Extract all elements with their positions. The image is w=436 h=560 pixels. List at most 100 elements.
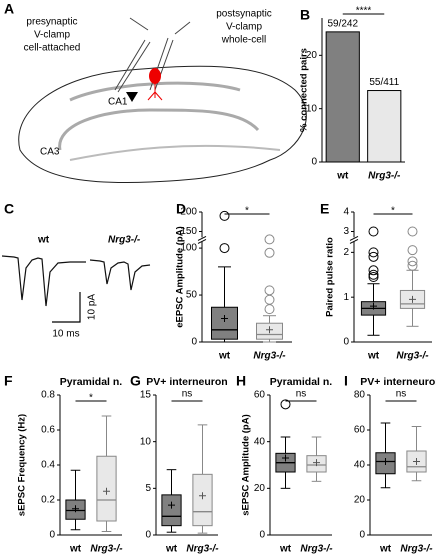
- panel-title: Pyramidal n.: [270, 376, 333, 388]
- value-label: 55/411: [369, 77, 399, 88]
- y-tick-label: 0: [145, 530, 151, 541]
- value-label: 59/242: [327, 19, 358, 30]
- hippocampus: [18, 17, 307, 184]
- y-axis-label: Paired pulse ratio: [325, 237, 336, 317]
- x-tick-label: Nrg3-/-: [400, 544, 433, 555]
- significance: *: [89, 393, 93, 404]
- y-tick-label: 20: [254, 483, 266, 494]
- axis-break: [349, 235, 359, 241]
- y-tick-label: 20: [306, 50, 318, 61]
- panel-label: I: [344, 373, 348, 389]
- scale-label: 10 ms: [52, 329, 79, 340]
- outlier: [280, 399, 291, 410]
- y-tick-label: 0: [259, 530, 265, 541]
- y-tick-label: 5: [145, 483, 151, 494]
- y-tick-label: 2: [343, 247, 349, 258]
- y-tick-label: 3: [343, 226, 349, 237]
- x-tick-label: wt: [336, 171, 349, 182]
- y-tick-label: 20: [354, 495, 366, 506]
- y-axis-label: % connected pairs: [299, 48, 310, 132]
- mean-marker: [370, 302, 377, 310]
- outlier: [407, 226, 418, 237]
- y-tick-label: 0.2: [41, 495, 55, 506]
- box: [161, 494, 182, 527]
- y-tick-label: 0.6: [41, 425, 55, 436]
- mean-marker: [168, 501, 175, 509]
- significance: *: [245, 206, 249, 217]
- label: V-clamp: [34, 30, 71, 41]
- outlier: [264, 294, 275, 305]
- x-tick-label: Nrg3-/-: [90, 544, 123, 555]
- x-tick-label: Nrg3-/-: [300, 544, 333, 555]
- x-tick-label: wt: [279, 544, 292, 555]
- panel-label: H: [236, 373, 246, 389]
- y-tick-label: 60: [254, 390, 266, 401]
- mean-marker: [313, 459, 320, 467]
- panel-label: F: [4, 373, 13, 389]
- region-label: CA3: [40, 147, 60, 158]
- outlier: [368, 247, 379, 258]
- box: [211, 306, 238, 340]
- y-tick-label: 4: [343, 207, 349, 218]
- y-tick-label: 150: [180, 226, 197, 237]
- trace: [89, 259, 151, 291]
- label: cell-attached: [24, 43, 81, 54]
- y-tick-label: 0: [191, 337, 197, 348]
- dendrite: [147, 84, 163, 101]
- y-tick-label: 15: [140, 390, 152, 401]
- label: whole-cell: [221, 35, 266, 46]
- panel-label: E: [320, 201, 329, 217]
- y-tick-label: 50: [186, 290, 198, 301]
- trace: [1, 255, 86, 307]
- y-axis-label: eEPSC Amplitude (pA): [175, 226, 186, 328]
- outlier: [264, 247, 275, 258]
- bar: [367, 90, 402, 163]
- significance: ns: [296, 389, 307, 400]
- y-tick-label: 0: [311, 157, 317, 168]
- post-neuron: [149, 68, 161, 84]
- x-tick-label: Nrg3-/-: [253, 351, 286, 362]
- panel-title: PV+ interneuron: [146, 376, 227, 388]
- y-axis-label: sEPSC Frequency (Hz): [17, 414, 28, 516]
- y-tick-label: 0: [359, 530, 365, 541]
- outlier: [368, 272, 379, 283]
- mean-marker: [413, 458, 420, 465]
- outlier: [368, 251, 379, 262]
- y-tick-label: 10: [306, 103, 318, 114]
- significance: ****: [356, 6, 372, 17]
- label: postsynaptic: [216, 9, 272, 20]
- x-tick-label: wt: [218, 351, 231, 362]
- axis-break: [349, 238, 359, 244]
- panel-label: G: [130, 373, 141, 389]
- panel-title: PV+ interneuron: [360, 376, 436, 388]
- scale-label: 10 pA: [87, 294, 98, 320]
- outlier: [368, 269, 379, 280]
- y-tick-label: 100: [180, 243, 197, 254]
- x-tick-label: wt: [379, 544, 392, 555]
- mean-marker: [199, 492, 206, 500]
- panel-title: Pyramidal n.: [60, 376, 123, 388]
- y-tick-label: 0.8: [41, 390, 55, 401]
- mean-marker: [221, 315, 228, 323]
- x-tick-label: wt: [367, 351, 380, 362]
- y-tick-label: 0.4: [41, 460, 55, 471]
- pre-neuron: [126, 92, 138, 102]
- panel-label: B: [300, 7, 310, 23]
- mean-marker: [266, 326, 273, 334]
- label: V-clamp: [226, 22, 263, 33]
- mean-marker: [382, 458, 389, 465]
- trace-label: wt: [37, 235, 50, 246]
- y-tick-label: 60: [354, 425, 366, 436]
- x-tick-label: wt: [165, 544, 178, 555]
- significance: ns: [182, 389, 193, 400]
- outlier: [407, 256, 418, 267]
- outlier: [264, 234, 275, 245]
- outlier: [407, 245, 418, 256]
- panel-label: C: [4, 201, 14, 217]
- mean-marker: [72, 505, 79, 513]
- x-tick-label: Nrg3-/-: [396, 351, 429, 362]
- y-tick-label: 1: [343, 292, 349, 303]
- bar: [325, 31, 360, 163]
- axis-break: [197, 238, 207, 244]
